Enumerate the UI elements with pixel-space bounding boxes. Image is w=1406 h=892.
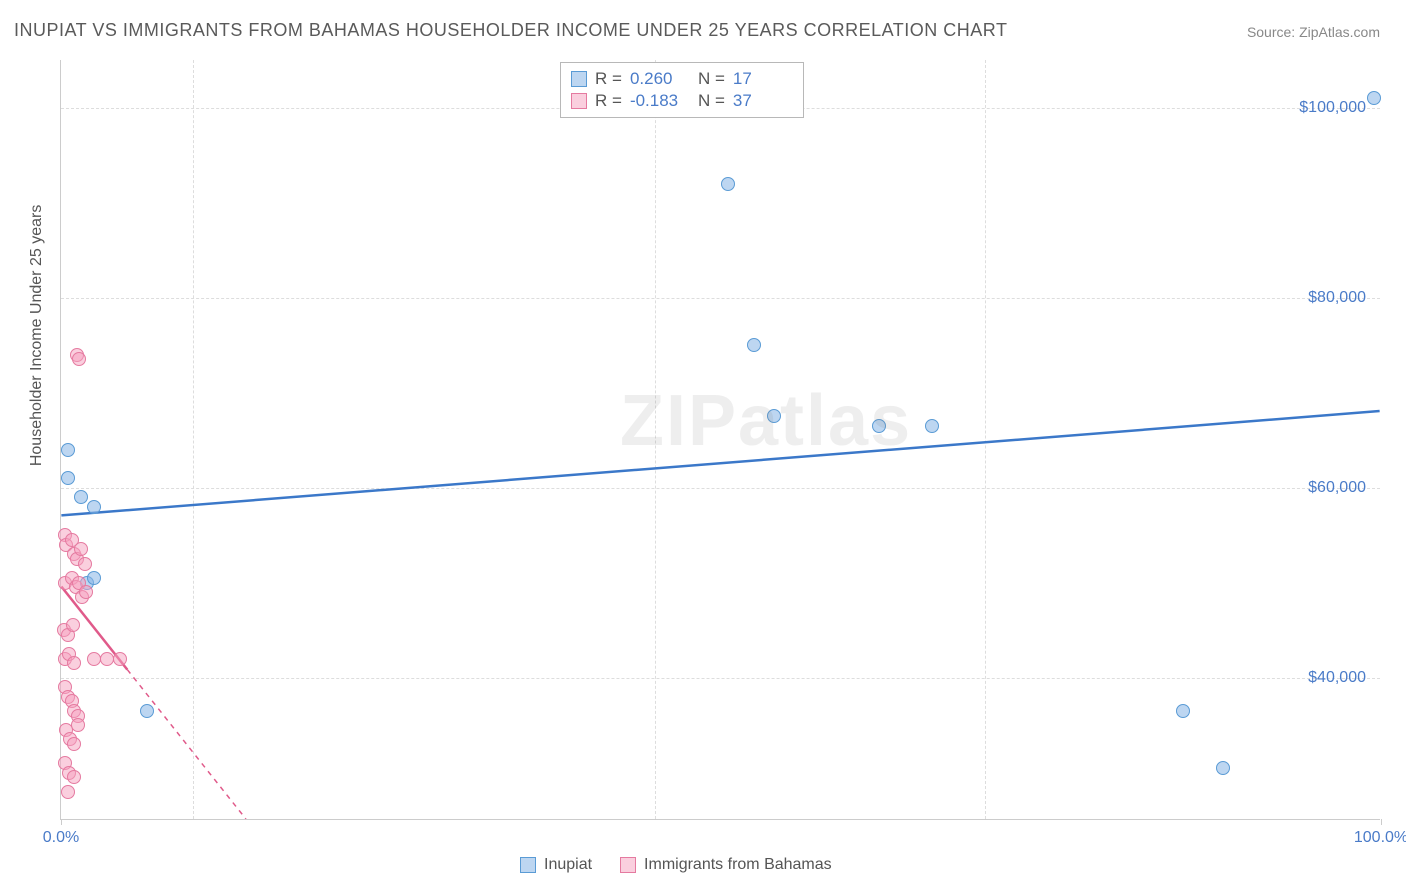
data-point bbox=[72, 352, 86, 366]
gridline-horizontal bbox=[61, 488, 1380, 489]
data-point bbox=[100, 652, 114, 666]
data-point bbox=[67, 737, 81, 751]
x-tick-label: 100.0% bbox=[1354, 829, 1406, 847]
x-tick-label: 0.0% bbox=[43, 829, 79, 847]
r-value: -0.183 bbox=[630, 91, 690, 111]
r-label: R = bbox=[595, 91, 622, 111]
r-value: 0.260 bbox=[630, 69, 690, 89]
r-label: R = bbox=[595, 69, 622, 89]
data-point bbox=[78, 557, 92, 571]
data-point bbox=[61, 443, 75, 457]
gridline-horizontal bbox=[61, 678, 1380, 679]
data-point bbox=[87, 652, 101, 666]
gridline-vertical bbox=[193, 60, 194, 819]
series-swatch bbox=[520, 857, 536, 873]
data-point bbox=[1367, 91, 1381, 105]
n-label: N = bbox=[698, 69, 725, 89]
data-point bbox=[747, 338, 761, 352]
n-value: 17 bbox=[733, 69, 793, 89]
legend-label: Immigrants from Bahamas bbox=[644, 856, 832, 874]
correlation-legend-row: R = 0.260 N = 17 bbox=[571, 69, 793, 89]
legend-item: Inupiat bbox=[520, 856, 592, 874]
data-point bbox=[140, 704, 154, 718]
source-label: Source: ZipAtlas.com bbox=[1247, 24, 1380, 40]
data-point bbox=[113, 652, 127, 666]
data-point bbox=[71, 718, 85, 732]
gridline-vertical bbox=[655, 60, 656, 819]
data-point bbox=[74, 542, 88, 556]
data-point bbox=[767, 409, 781, 423]
gridline-horizontal bbox=[61, 298, 1380, 299]
series-swatch bbox=[571, 71, 587, 87]
gridline-vertical bbox=[985, 60, 986, 819]
chart-area: $40,000$60,000$80,000$100,0000.0%100.0% bbox=[60, 60, 1380, 820]
data-point bbox=[721, 177, 735, 191]
data-point bbox=[87, 500, 101, 514]
n-label: N = bbox=[698, 91, 725, 111]
data-point bbox=[67, 656, 81, 670]
correlation-legend: R = 0.260 N = 17 R = -0.183 N = 37 bbox=[560, 62, 804, 118]
series-swatch bbox=[571, 93, 587, 109]
legend-label: Inupiat bbox=[544, 856, 592, 874]
chart-title: INUPIAT VS IMMIGRANTS FROM BAHAMAS HOUSE… bbox=[14, 20, 1007, 41]
data-point bbox=[61, 785, 75, 799]
data-point bbox=[925, 419, 939, 433]
data-point bbox=[87, 571, 101, 585]
data-point bbox=[1216, 761, 1230, 775]
series-swatch bbox=[620, 857, 636, 873]
data-point bbox=[74, 490, 88, 504]
data-point bbox=[61, 471, 75, 485]
y-tick-label: $60,000 bbox=[1308, 479, 1366, 497]
n-value: 37 bbox=[733, 91, 793, 111]
data-point bbox=[1176, 704, 1190, 718]
data-point bbox=[79, 585, 93, 599]
legend-item: Immigrants from Bahamas bbox=[620, 856, 832, 874]
correlation-legend-row: R = -0.183 N = 37 bbox=[571, 91, 793, 111]
y-tick-label: $80,000 bbox=[1308, 289, 1366, 307]
data-point bbox=[872, 419, 886, 433]
y-axis-label: Householder Income Under 25 years bbox=[28, 205, 46, 466]
data-point bbox=[67, 770, 81, 784]
series-legend: Inupiat Immigrants from Bahamas bbox=[520, 856, 832, 874]
y-tick-label: $40,000 bbox=[1308, 669, 1366, 687]
data-point bbox=[66, 618, 80, 632]
y-tick-label: $100,000 bbox=[1299, 99, 1366, 117]
